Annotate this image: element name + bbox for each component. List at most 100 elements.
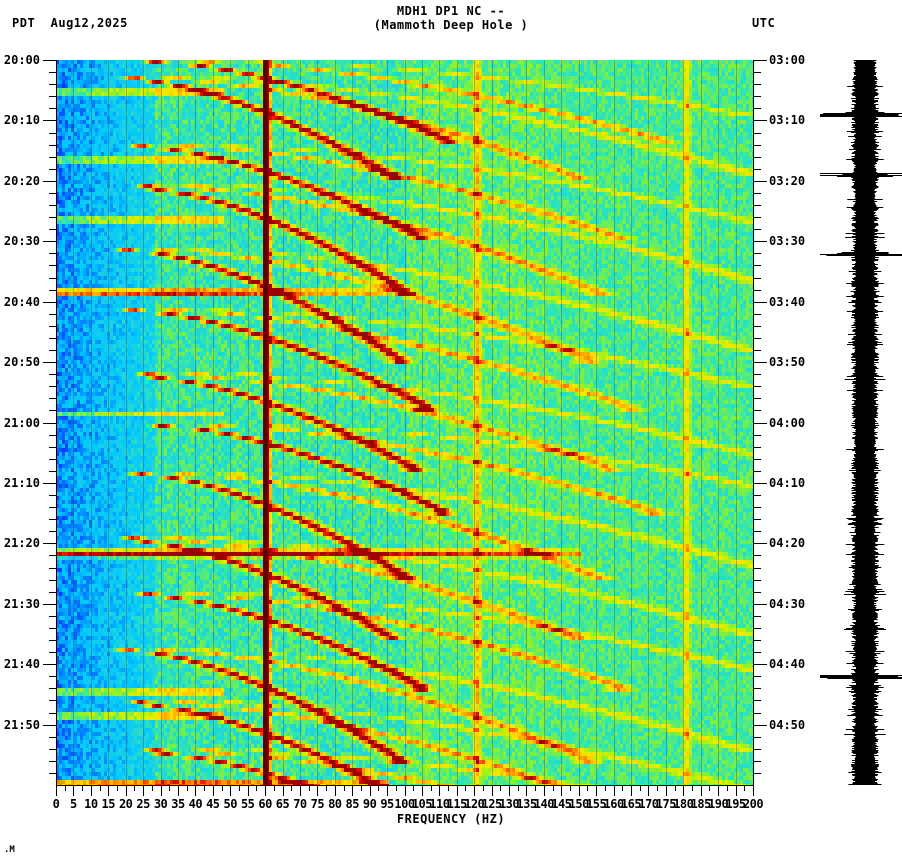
frequency-label: 115 [446, 797, 468, 811]
time-major-tick-left [43, 362, 56, 364]
frequency-major-tick [683, 785, 685, 796]
frequency-label: 170 [638, 797, 659, 811]
frequency-major-tick [195, 785, 197, 796]
time-minor-tick [754, 700, 761, 702]
time-axis-right-spine [753, 60, 754, 785]
frequency-minor-tick [465, 785, 467, 791]
time-major-tick-left [43, 603, 56, 605]
time-minor-tick [754, 712, 761, 714]
time-minor-tick [49, 374, 56, 376]
time-minor-tick [49, 627, 56, 629]
frequency-label: 45 [206, 797, 220, 811]
time-minor-tick [754, 398, 761, 400]
time-minor-tick [754, 108, 761, 110]
time-minor-tick [754, 229, 761, 231]
time-minor-tick [49, 507, 56, 509]
time-minor-tick [754, 495, 761, 496]
frequency-minor-tick [482, 785, 484, 791]
time-minor-tick [49, 748, 56, 750]
time-minor-tick [754, 132, 761, 134]
time-minor-tick [754, 96, 761, 98]
frequency-minor-tick [552, 785, 554, 791]
time-label-left: 20:30 [3, 234, 40, 249]
frequency-label: 150 [568, 797, 590, 811]
frequency-label: 145 [551, 797, 572, 811]
time-minor-tick [49, 108, 56, 110]
frequency-minor-tick [186, 785, 188, 791]
time-minor-tick [754, 531, 761, 533]
time-minor-tick [49, 168, 56, 170]
frequency-label: 85 [345, 797, 359, 811]
time-label-left: 21:40 [3, 657, 40, 672]
frequency-major-tick [561, 785, 563, 796]
time-label-left: 21:10 [3, 475, 40, 490]
time-label-left: 20:40 [3, 294, 40, 309]
frequency-major-tick [596, 785, 598, 796]
frequency-label: 125 [481, 797, 503, 811]
frequency-label: 185 [690, 797, 712, 811]
time-minor-tick [49, 458, 56, 460]
time-label-right: 03:40 [769, 294, 806, 309]
time-minor-tick [49, 132, 56, 134]
frequency-major-tick [648, 785, 650, 796]
frequency-minor-tick [64, 785, 66, 791]
frequency-minor-tick [744, 785, 746, 791]
time-minor-tick [49, 72, 56, 74]
time-minor-tick [754, 615, 761, 617]
time-minor-tick [49, 96, 56, 98]
frequency-major-tick [526, 785, 528, 796]
spectrogram-plot[interactable] [56, 60, 753, 785]
frequency-major-tick [718, 785, 720, 796]
frequency-major-tick [108, 785, 110, 796]
frequency-minor-tick [326, 785, 328, 791]
frequency-minor-tick [413, 785, 415, 791]
frequency-minor-tick [273, 785, 275, 791]
time-minor-tick [754, 458, 761, 460]
frequency-major-tick [143, 785, 145, 796]
time-minor-tick [754, 350, 761, 351]
frequency-minor-tick [500, 785, 502, 791]
frequency-label: 195 [725, 797, 746, 811]
frequency-minor-tick [256, 785, 258, 791]
frequency-label: 15 [101, 797, 116, 811]
frequency-label: 140 [533, 797, 555, 811]
time-minor-tick [49, 688, 56, 690]
time-minor-tick [754, 253, 761, 255]
frequency-minor-tick [657, 785, 659, 791]
frequency-label: 65 [275, 797, 290, 811]
time-minor-tick [49, 470, 56, 472]
time-minor-tick [49, 410, 56, 412]
time-axis-left-spine [56, 60, 57, 785]
time-major-tick-right [754, 482, 767, 484]
frequency-major-tick [212, 785, 214, 796]
time-minor-tick [754, 289, 761, 291]
time-minor-tick [754, 446, 761, 448]
frequency-axis-title: FREQUENCY (HZ) [396, 812, 506, 826]
time-minor-tick [49, 676, 56, 678]
time-minor-tick [754, 205, 761, 206]
frequency-label: 200 [742, 797, 764, 811]
time-minor-tick [754, 470, 761, 472]
time-major-tick-left [43, 180, 56, 182]
time-label-right: 03:10 [769, 113, 806, 128]
frequency-major-tick [387, 785, 389, 796]
frequency-label: 40 [188, 797, 203, 811]
time-minor-tick [754, 217, 761, 219]
frequency-label: 0 [52, 797, 60, 811]
frequency-label: 165 [620, 797, 642, 811]
time-label-right: 03:50 [769, 355, 806, 370]
frequency-label: 110 [429, 797, 450, 811]
time-minor-tick [754, 640, 761, 641]
frequency-minor-tick [639, 785, 641, 791]
frequency-major-tick [578, 785, 580, 796]
time-label-right: 04:50 [769, 717, 806, 732]
time-major-tick-left [43, 422, 56, 424]
time-minor-tick [49, 156, 56, 158]
time-minor-tick [754, 313, 761, 315]
time-minor-tick [49, 253, 56, 255]
frequency-label: 30 [153, 797, 168, 811]
time-minor-tick [49, 325, 56, 327]
time-minor-tick [754, 736, 761, 738]
corner-artifact: .M [4, 845, 15, 855]
time-minor-tick [49, 398, 56, 400]
